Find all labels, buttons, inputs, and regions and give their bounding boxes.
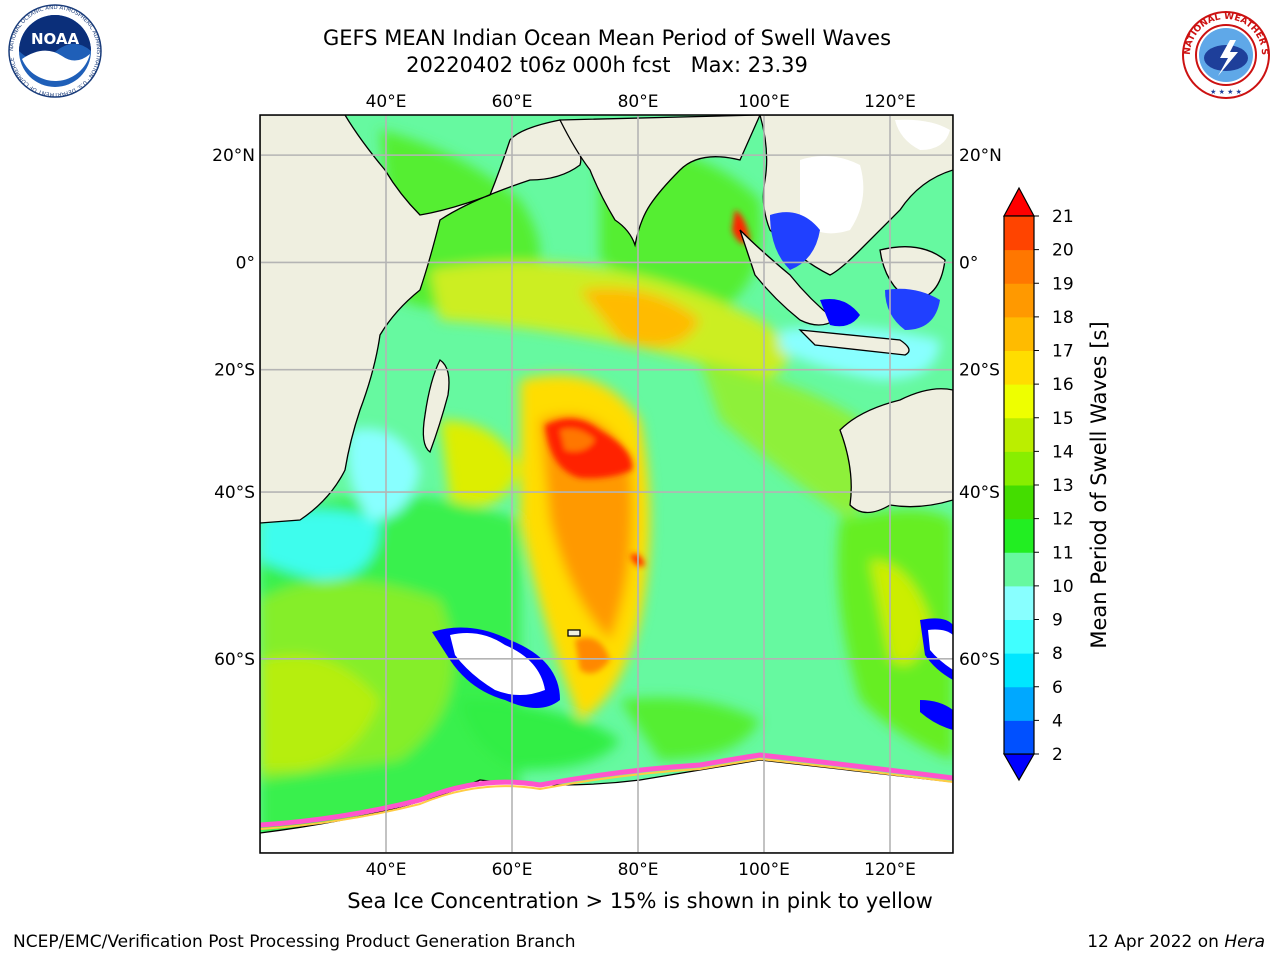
tick-labels: 40°E 40°E 60°E 60°E 80°E 80°E 100°E 100°E 120°E 1… [212, 92, 1002, 880]
colorbar-segment [1004, 485, 1034, 520]
lon-tick-bottom: 60°E [492, 860, 533, 880]
swell-period-peaks [545, 210, 750, 674]
colorbar-tick-label: 9 [1052, 611, 1063, 631]
colorbar-tick-label: 15 [1052, 409, 1074, 429]
colorbar-segment [1004, 552, 1034, 587]
colorbar-tick-label: 12 [1052, 510, 1074, 530]
colorbar-segment [1004, 653, 1034, 688]
lon-tick-bottom: 40°E [366, 860, 407, 880]
lat-tick-left: 20°S [214, 361, 255, 381]
sea-ice-fringe-inner [260, 757, 953, 830]
no-data-patches [770, 119, 950, 330]
colorbar-tick-label: 11 [1052, 543, 1074, 563]
colorbar-segment [1004, 451, 1034, 486]
lon-tick-bottom: 100°E [738, 860, 790, 880]
lon-tick-top: 80°E [618, 92, 659, 112]
colorbar-segment [1004, 384, 1034, 419]
colorbar-tick-label: 13 [1052, 476, 1074, 496]
map-subtitle: 20220402 t06z 000h fcst Max: 23.39 [406, 53, 808, 77]
colorbar-segment [1004, 518, 1034, 553]
lon-tick-top: 100°E [738, 92, 790, 112]
lat-tick-right: 60°S [959, 650, 1000, 670]
colorbar-segment [1004, 350, 1034, 385]
date-stamp: 12 Apr 2022 on Hera [1087, 932, 1265, 952]
lat-tick-right: 40°S [959, 483, 1000, 503]
lat-tick-left: 40°S [214, 483, 255, 503]
noaa-logo: NOAA NATIONAL OCEANIC AND ATMOSPHERIC AD… [8, 4, 102, 98]
nws-logo: NATIONAL WEATHER SERVICE ★ ★ ★ ★ [1178, 10, 1270, 99]
machine-name: Hera [1224, 932, 1265, 952]
colorbar-over-arrow [1002, 186, 1036, 217]
colorbar-segment [1004, 686, 1034, 721]
colorbar-tick-label: 17 [1052, 342, 1074, 362]
map-area [260, 115, 953, 853]
credit-text: NCEP/EMC/Verification Post Processing Pr… [13, 932, 576, 952]
colorbar-under-arrow [1002, 753, 1036, 782]
lat-tick-right: 20°S [959, 361, 1000, 381]
colorbar-segment [1004, 316, 1034, 351]
lon-tick-top: 40°E [366, 92, 407, 112]
lon-tick-bottom: 120°E [864, 860, 916, 880]
colorbar-tick-label: 20 [1052, 241, 1074, 261]
noaa-logo-text: NOAA [31, 30, 80, 48]
sea-ice-caption: Sea Ice Concentration > 15% is shown in … [347, 889, 933, 913]
colorbar-segment [1004, 417, 1034, 452]
graticule [260, 115, 953, 853]
colorbar-segment [1004, 619, 1034, 654]
colorbar-segment [1004, 283, 1034, 318]
lon-tick-bottom: 80°E [618, 860, 659, 880]
date-text: 12 Apr 2022 on [1087, 932, 1225, 952]
colorbar-tick-label: 4 [1052, 711, 1063, 731]
colorbar-tick-label: 21 [1052, 207, 1074, 227]
lat-tick-right: 20°N [959, 146, 1002, 166]
colorbar-tick-label: 6 [1052, 678, 1063, 698]
colorbar-tick-label: 10 [1052, 577, 1074, 597]
lat-tick-right: 0° [959, 253, 978, 273]
lat-tick-left: 60°S [214, 650, 255, 670]
colorbar-segment [1004, 216, 1034, 251]
colorbar-tick-label: 8 [1052, 644, 1063, 664]
sea-ice-fringe [260, 752, 953, 828]
map-frame [259, 114, 954, 854]
colorbar-tick-label: 18 [1052, 308, 1074, 328]
lat-tick-left: 0° [236, 253, 255, 273]
colorbar: 2 4 6 8 9 10 11 12 13 14 15 16 17 18 19 20 21 [1002, 186, 1074, 782]
colorbar-segment [1004, 585, 1034, 620]
colorbar-tick-label: 19 [1052, 274, 1074, 294]
colorbar-tick-label: 2 [1052, 745, 1063, 765]
lon-tick-top: 120°E [864, 92, 916, 112]
svg-text:★ ★ ★ ★: ★ ★ ★ ★ [1210, 88, 1242, 96]
low-period-patches [432, 618, 953, 730]
colorbar-segment [1004, 249, 1034, 284]
colorbar-segment [1004, 720, 1034, 755]
lon-tick-top: 60°E [492, 92, 533, 112]
colorbar-tick-label: 16 [1052, 375, 1074, 395]
colorbar-tick-label: 14 [1052, 442, 1074, 462]
lat-tick-left: 20°N [212, 146, 255, 166]
map-title: GEFS MEAN Indian Ocean Mean Period of Sw… [322, 26, 892, 50]
colorbar-label: Mean Period of Swell Waves [s] [1087, 321, 1111, 648]
